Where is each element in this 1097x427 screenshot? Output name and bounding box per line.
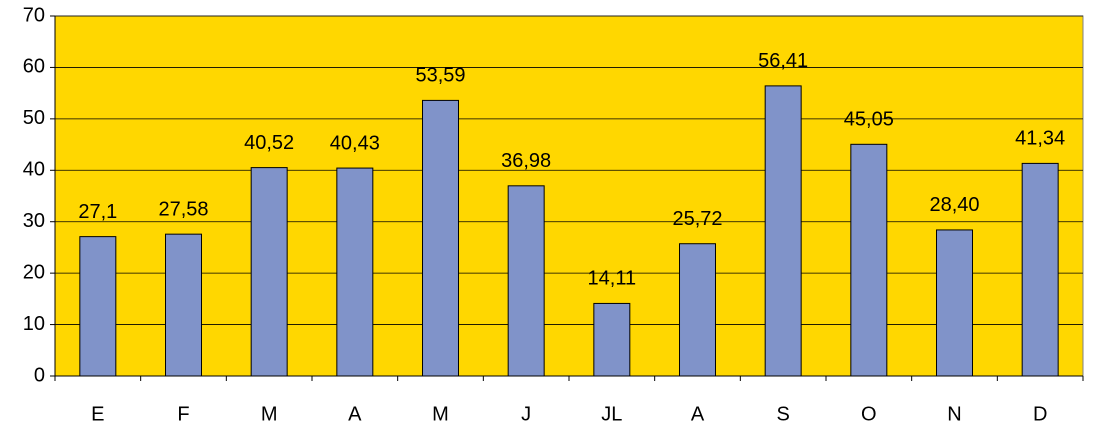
x-tick-label: A [691, 403, 705, 425]
y-tick-label: 40 [23, 159, 45, 181]
x-tick-label: S [776, 403, 789, 425]
y-tick-label: 70 [23, 4, 45, 26]
bar [593, 302, 631, 377]
x-tick-label: M [261, 403, 278, 425]
bar [336, 167, 374, 377]
value-label: 56,41 [758, 50, 808, 72]
bar [764, 85, 802, 377]
bar [422, 99, 459, 377]
x-tick-label: A [348, 403, 362, 425]
value-label: 28,40 [929, 194, 979, 216]
y-tick-label: 20 [23, 261, 45, 283]
y-tick-label: 30 [23, 210, 45, 232]
x-tick-label: F [177, 403, 189, 425]
y-tick-label: 50 [23, 107, 45, 129]
y-tick-label: 10 [23, 313, 45, 335]
x-tick-label: N [947, 403, 961, 425]
bar [1021, 162, 1059, 377]
value-label: 27,58 [158, 198, 208, 220]
x-tick-label: J [521, 403, 531, 425]
bar [507, 185, 545, 377]
bar [679, 243, 716, 377]
plot-area [54, 15, 1084, 377]
value-label: 53,59 [415, 65, 465, 87]
x-tick-label: D [1033, 403, 1047, 425]
x-tick-label: M [432, 403, 449, 425]
value-label: 36,98 [501, 150, 551, 172]
bar [165, 233, 202, 377]
value-label: 41,34 [1015, 128, 1065, 150]
bar [79, 236, 117, 377]
value-label: 27,1 [78, 201, 117, 223]
bar [936, 229, 973, 377]
x-tick-label: E [91, 403, 104, 425]
value-label: 45,05 [844, 109, 894, 131]
bar [250, 167, 288, 377]
value-label: 40,52 [244, 132, 294, 154]
x-tick-label: JL [601, 403, 622, 425]
value-label: 25,72 [672, 208, 722, 230]
x-tick-label: O [861, 403, 877, 425]
value-label: 40,43 [330, 132, 380, 154]
y-tick-label: 60 [23, 56, 45, 78]
bar [850, 143, 888, 377]
value-label: 14,11 [588, 268, 637, 290]
y-tick-label: 0 [34, 364, 45, 386]
